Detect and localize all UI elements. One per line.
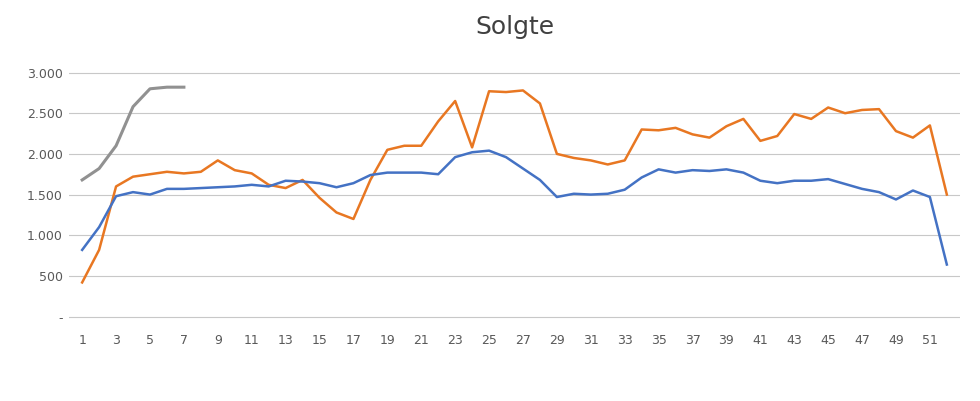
2020	[890, 129, 902, 134]
Legend: 2020, Gennemsnit (2015-2019), 2021: 2020, Gennemsnit (2015-2019), 2021	[303, 397, 726, 401]
2021	[93, 166, 105, 171]
2020	[517, 88, 529, 93]
2020	[941, 192, 953, 197]
2020	[653, 128, 664, 133]
2020	[483, 89, 495, 94]
Gennemsnit (2015-2019)	[618, 187, 630, 192]
2020	[144, 172, 156, 176]
Gennemsnit (2015-2019)	[483, 148, 495, 153]
Title: Solgte: Solgte	[475, 15, 554, 39]
2021	[178, 85, 190, 89]
2020	[76, 280, 88, 285]
2021	[144, 86, 156, 91]
Line: Gennemsnit (2015-2019): Gennemsnit (2015-2019)	[82, 151, 947, 265]
2020	[618, 158, 630, 163]
2021	[76, 178, 88, 182]
Gennemsnit (2015-2019)	[890, 197, 902, 202]
2021	[110, 143, 122, 148]
2020	[381, 148, 393, 152]
2021	[127, 104, 139, 109]
Gennemsnit (2015-2019)	[500, 155, 512, 160]
Gennemsnit (2015-2019)	[76, 247, 88, 252]
Line: 2021: 2021	[82, 87, 184, 180]
Gennemsnit (2015-2019)	[941, 262, 953, 267]
Line: 2020: 2020	[82, 91, 947, 282]
2021	[161, 85, 172, 89]
Gennemsnit (2015-2019)	[653, 167, 664, 172]
Gennemsnit (2015-2019)	[381, 170, 393, 175]
Gennemsnit (2015-2019)	[144, 192, 156, 197]
